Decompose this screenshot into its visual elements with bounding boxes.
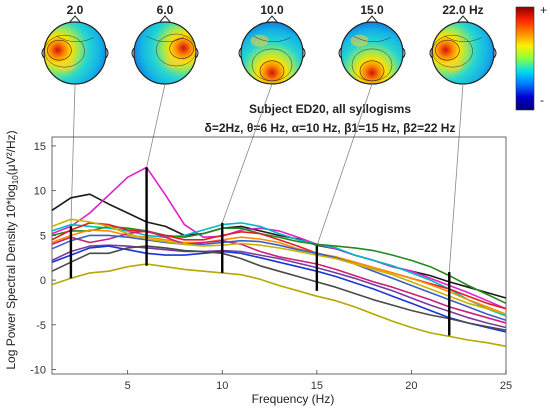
y-tick-label: -5: [36, 320, 46, 332]
topomap-label: 6.0: [157, 3, 174, 17]
connector-line: [70, 83, 76, 227]
x-tick-label: 20: [405, 380, 417, 392]
y-tick-label: 0: [40, 275, 46, 287]
topomap-label: 15.0: [360, 3, 384, 17]
series-line-6: [51, 229, 507, 315]
topomap-row: 2.0 6.0 10.0 15.0 22.0 Hz: [41, 3, 497, 85]
topomap-head: [240, 21, 304, 85]
y-tick-label: 5: [40, 230, 46, 242]
topomap-label: 22.0 Hz: [442, 3, 483, 17]
connector-line: [316, 83, 373, 247]
topomap-head: [431, 21, 495, 85]
x-tick-label: 25: [500, 380, 512, 392]
plot-area: 5 10 15 20 25 -10 -5 0 5 10 15: [30, 136, 512, 392]
colorbar: + -: [515, 3, 547, 111]
connector-line: [146, 83, 166, 168]
series-line-1: [51, 193, 507, 299]
colorbar-min-label: -: [540, 93, 544, 107]
axes-frame: [51, 136, 507, 375]
series-lines: [51, 166, 507, 348]
x-tick-label: 15: [311, 380, 323, 392]
series-line-3: [51, 222, 507, 317]
chart-title-line2: δ=2Hz, θ=6 Hz, α=10 Hz, β1=15 Hz, β2=22 …: [205, 121, 456, 135]
y-tick-label: 10: [34, 186, 46, 198]
series-line-2: [51, 166, 507, 310]
series-line-4: [51, 225, 507, 305]
connector-line: [221, 83, 273, 223]
series-line-5: [51, 222, 507, 310]
topomap-head: [340, 21, 404, 85]
y-axis-label: Log Power Spectral Density 10*log10(μV²/…: [4, 130, 20, 369]
frequency-markers: [69, 167, 451, 336]
y-axis: -10 -5 0 5 10 15: [30, 141, 56, 377]
x-axis: 5 10 15 20 25: [125, 370, 512, 392]
series-line-13: [51, 263, 507, 348]
series-line-10: [51, 244, 507, 329]
series-line-11: [51, 245, 507, 333]
colorbar-max-label: +: [540, 3, 547, 17]
topomap-head: [133, 21, 197, 85]
connector-line: [448, 83, 464, 273]
topomap-2: 6.0: [131, 3, 199, 85]
topomap-head: [43, 21, 107, 85]
topomap-label: 10.0: [260, 3, 284, 17]
chart-title-line1: Subject ED20, all syllogisms: [249, 102, 411, 116]
x-tick-label: 10: [216, 380, 228, 392]
x-tick-label: 5: [125, 380, 131, 392]
series-line-9: [51, 218, 507, 315]
topomap-4: 15.0: [338, 3, 406, 85]
topomap-connectors: [70, 83, 464, 273]
x-axis-label: Frequency (Hz): [252, 392, 335, 406]
topomap-1: 2.0: [41, 3, 109, 85]
series-line-8: [51, 234, 507, 322]
y-tick-label: -10: [30, 365, 46, 377]
topomap-5: 22.0 Hz: [429, 3, 497, 85]
topomap-label: 2.0: [67, 3, 84, 17]
topomap-3: 10.0: [238, 3, 306, 85]
y-tick-label: 15: [34, 141, 46, 153]
series-line-12: [51, 245, 507, 331]
